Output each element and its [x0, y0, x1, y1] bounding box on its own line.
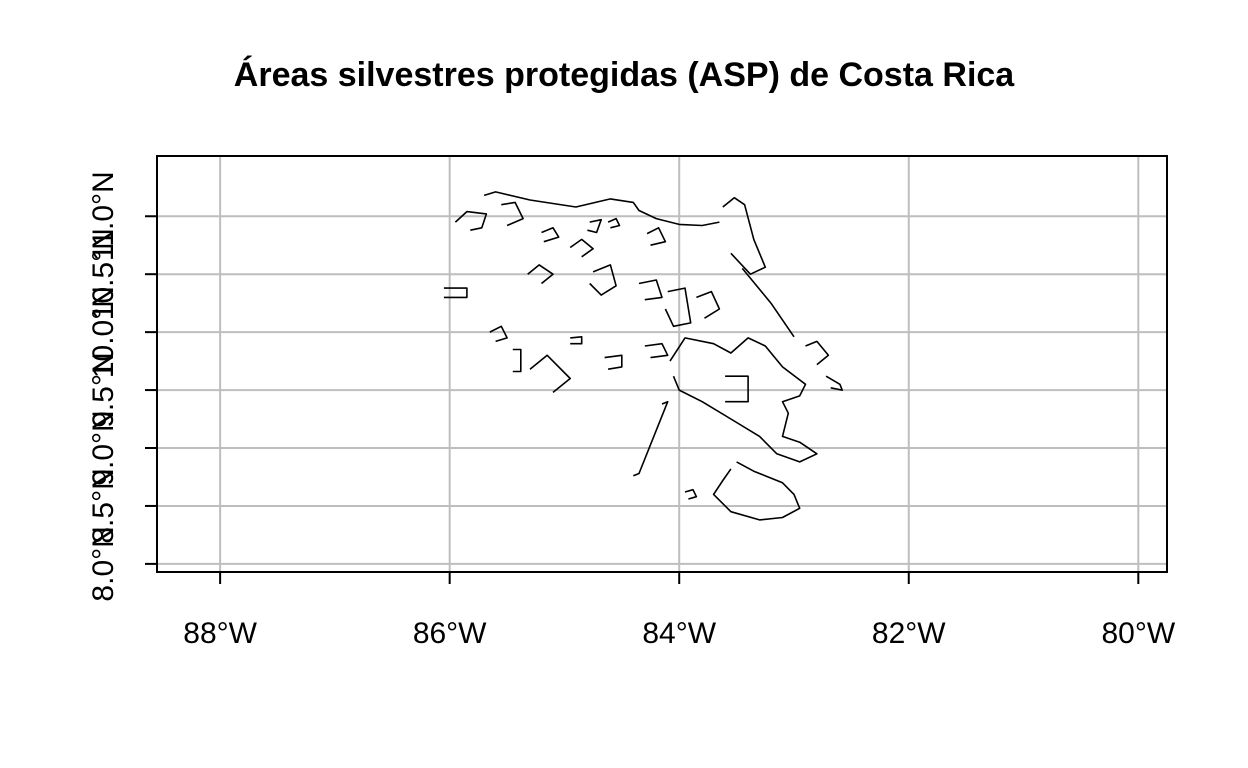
map-title: Áreas silvestres protegidas (ASP) de Cos… — [233, 56, 1015, 94]
protected-area-polygon — [696, 290, 721, 319]
protected-area-polygon — [825, 375, 844, 391]
protected-area-polygon — [669, 337, 818, 463]
x-tick-label: 84°W — [642, 617, 716, 650]
protected-area-polygon — [725, 375, 749, 403]
protected-area-polygon — [644, 342, 669, 359]
graticule-grid — [157, 156, 1167, 572]
protected-area-polygon — [712, 461, 801, 521]
protected-area-polygon — [512, 348, 522, 373]
axis-labels: 88°W 86°W 84°W 82°W 80°W 8.0°N8.5°N9.0°N9.5°N… — [87, 171, 1176, 650]
protected-areas-layer — [443, 191, 844, 521]
protected-area-polygon — [569, 238, 594, 258]
protected-area-polygon — [722, 196, 767, 276]
protected-area-polygon — [805, 340, 830, 366]
y-tick-label: 9.5°N — [87, 352, 120, 427]
protected-area-polygon — [607, 217, 621, 229]
y-tick-label: 10.0°N — [87, 286, 120, 378]
axis-ticks — [145, 215, 1140, 584]
protected-area-polygon — [741, 267, 795, 338]
protected-area-polygon — [589, 264, 617, 296]
protected-area-polygon — [489, 325, 508, 343]
y-tick-label: 9.0°N — [87, 410, 120, 485]
protected-area-polygon — [664, 287, 692, 328]
protected-area-polygon — [443, 287, 468, 299]
protected-area-polygon — [454, 210, 488, 231]
protected-area-polygon — [483, 191, 720, 227]
protected-area-polygon — [529, 354, 572, 394]
protected-area-polygon — [638, 279, 663, 301]
y-tick-label: 8.5°N — [87, 468, 120, 543]
x-tick-label: 88°W — [183, 617, 257, 650]
protected-area-polygon — [501, 201, 524, 227]
x-tick-label: 80°W — [1101, 617, 1175, 650]
protected-area-polygon — [587, 218, 603, 234]
y-tick-label: 10.5°N — [87, 228, 120, 320]
protected-area-polygon — [527, 264, 554, 285]
y-tick-label: 8.0°N — [87, 526, 120, 601]
protected-area-polygon — [646, 227, 667, 246]
x-tick-label: 82°W — [872, 617, 946, 650]
protected-area-polygon — [570, 335, 583, 345]
protected-area-polygon — [633, 400, 669, 477]
protected-area-polygon — [684, 488, 698, 500]
x-tick-label: 86°W — [413, 617, 487, 650]
protected-area-polygon — [541, 227, 560, 243]
y-tick-label: 11.0°N — [87, 171, 120, 261]
protected-area-polygon — [604, 354, 623, 370]
plot-frame — [156, 155, 1168, 573]
